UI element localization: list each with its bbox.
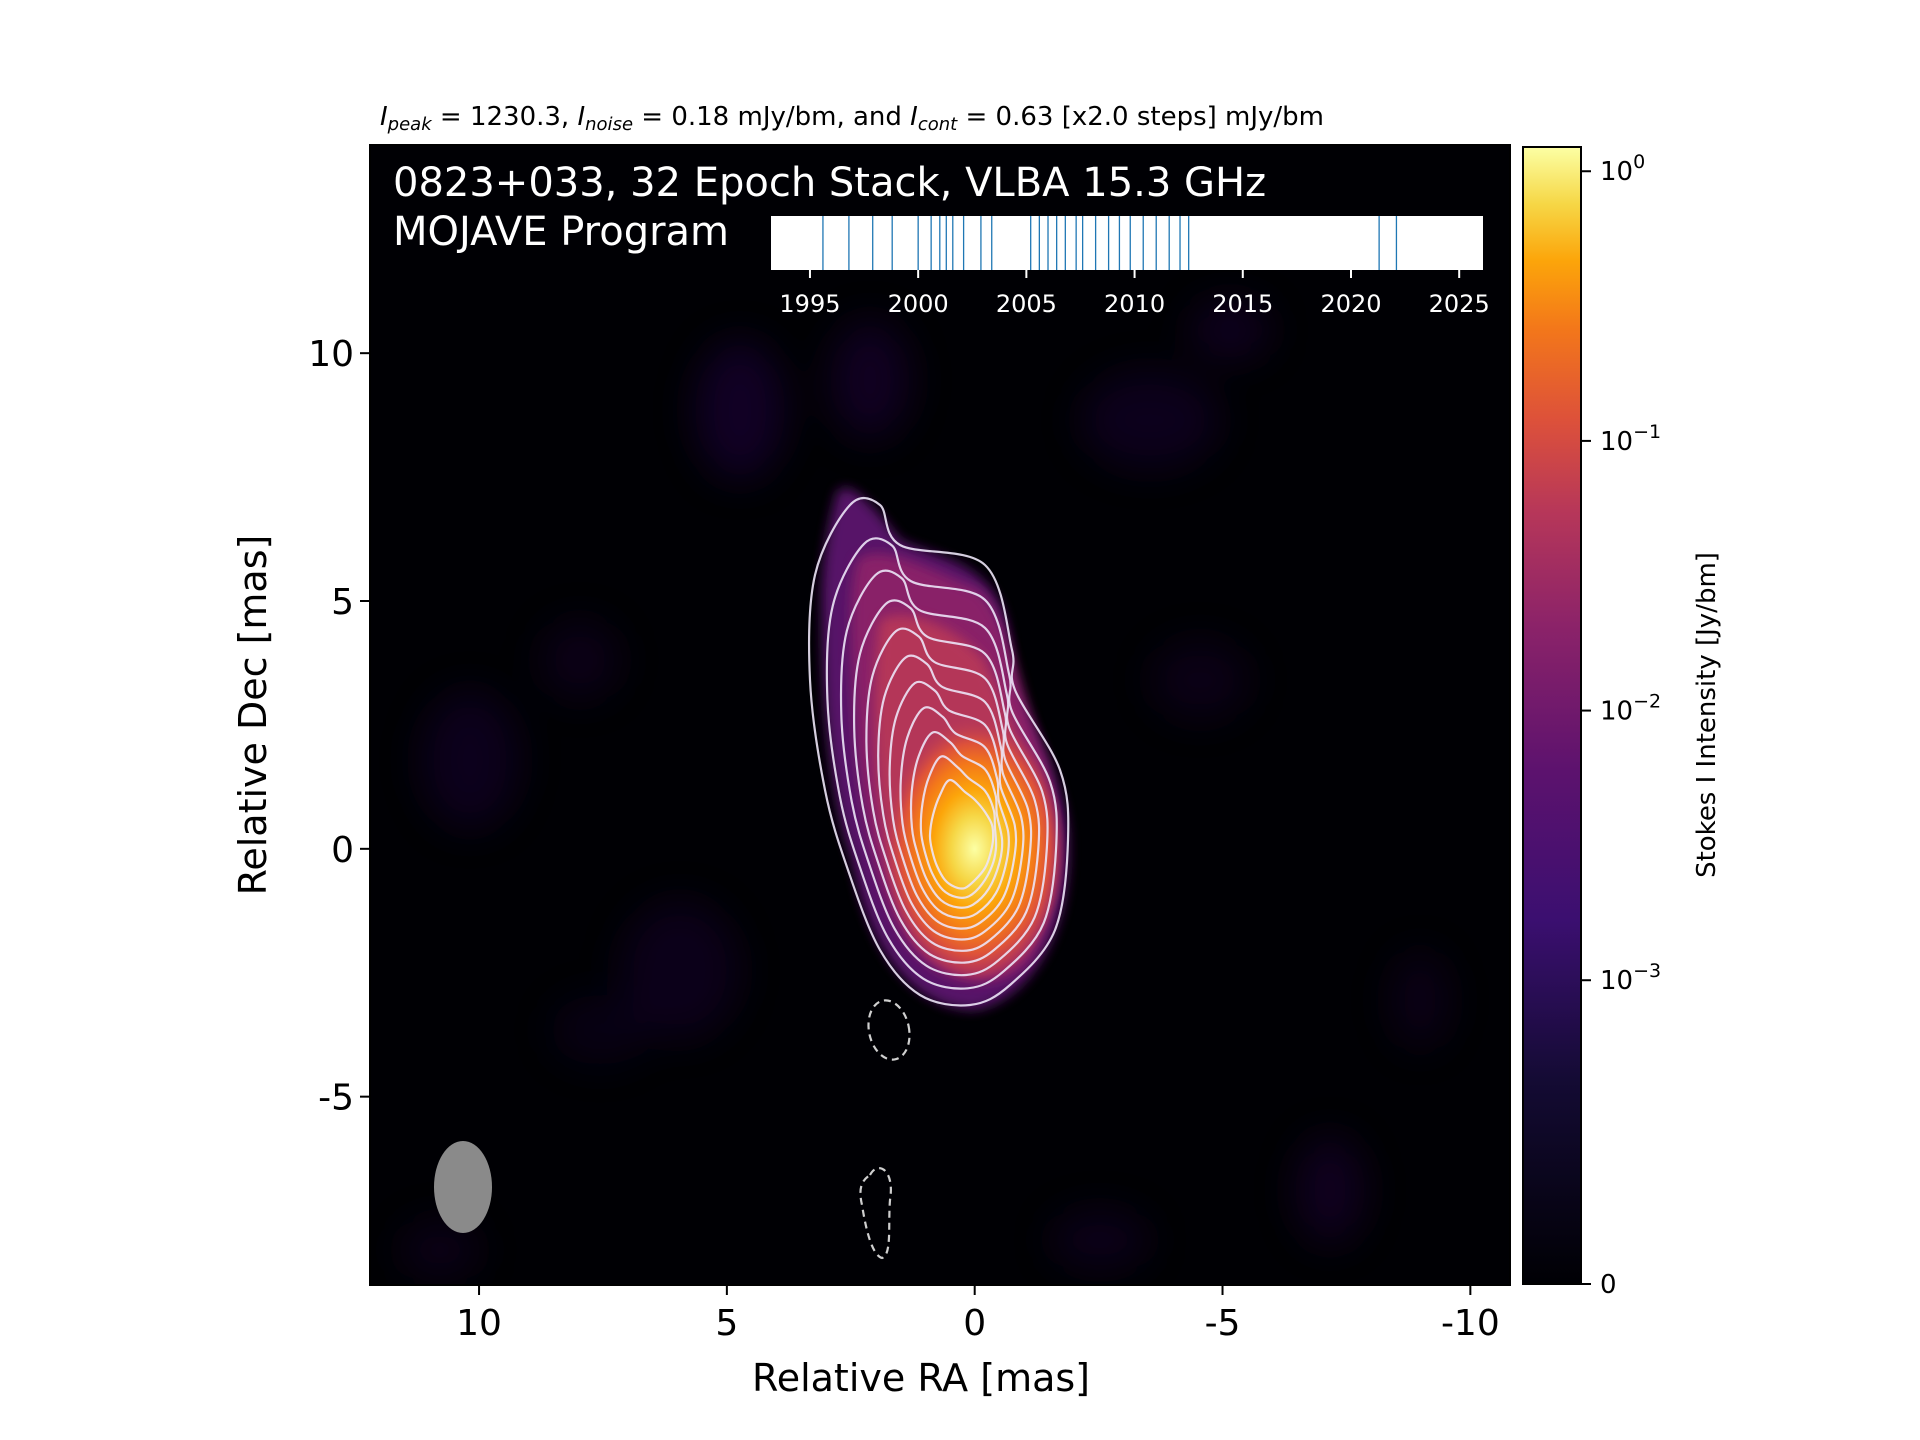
timeline-tick-label: 2025 [1429,290,1490,318]
contour-level-2 [825,537,1058,990]
timeline-tick-label: 2005 [996,290,1057,318]
x-tick-label: -5 [1205,1303,1241,1344]
contour-level-3 [839,569,1049,977]
contour-level-1 [807,496,1070,1007]
negative-contour [859,1167,892,1260]
x-tick-label: 10 [456,1303,502,1344]
negative-contours [859,999,911,1260]
contour-level-10 [919,755,998,899]
y-tick-label: 5 [331,582,354,623]
restoring-beam [434,1141,492,1233]
contour-level-9 [909,730,1004,909]
contour-level-5 [865,627,1033,952]
epoch-markers [822,216,1398,270]
colorbar: 0 10−3 10−2 10−1 100 [1522,146,1661,1300]
contour-level-6 [877,654,1025,941]
colorbar-label: Stokes I Intensity [Jy/bm] [1692,552,1722,878]
contour-level-7 [888,680,1018,930]
x-axis-ticks: 10 5 0 -5 -10 [456,1285,1500,1344]
colorbar-tick-label: 0 [1600,1270,1617,1300]
epoch-timeline: 1995 2000 2005 2010 2015 2020 2025 [771,216,1490,318]
x-tick-label: 5 [715,1303,738,1344]
contour-level-8 [899,706,1011,920]
timeline-tick-label: 2000 [888,290,949,318]
contour-lines [807,496,1070,1007]
y-tick-label: 10 [308,334,354,375]
colorbar-tick-label: 10−2 [1600,691,1661,727]
image-stats-caption: Ipeak = 1230.3, Inoise = 0.18 mJy/bm, an… [380,102,1324,135]
map-title-line1: 0823+033, 32 Epoch Stack, VLBA 15.3 GHz [393,160,1267,206]
colorbar-gradient [1523,147,1581,1284]
colorbar-tick-label: 10−1 [1600,421,1661,457]
intensity-map [370,145,1510,1285]
y-axis-ticks: 10 5 0 -5 [308,334,370,1119]
map-title-line2: MOJAVE Program [393,209,730,255]
plot-frame [369,144,1511,1286]
colorbar-tick-label: 100 [1600,151,1645,187]
colorbar-frame [1522,146,1582,1285]
timeline-tick-label: 1995 [779,290,840,318]
timeline-ticks: 1995 2000 2005 2010 2015 2020 2025 [779,270,1490,318]
y-tick-label: 0 [331,830,354,871]
colorbar-tick-label: 10−3 [1600,960,1661,996]
timeline-tick-label: 2020 [1320,290,1381,318]
contour-level-4 [852,599,1041,964]
y-tick-label: -5 [318,1078,354,1119]
x-tick-label: 0 [963,1303,986,1344]
timeline-box [771,216,1483,270]
x-tick-label: -10 [1441,1303,1500,1344]
timeline-tick-label: 2010 [1104,290,1165,318]
y-axis-label: Relative Dec [mas] [231,534,275,896]
negative-contour [867,999,911,1061]
x-axis-label: Relative RA [mas] [752,1356,1091,1400]
contour-level-11 [928,778,995,890]
colorbar-ticks: 0 10−3 10−2 10−1 100 [1581,151,1661,1300]
timeline-tick-label: 2015 [1212,290,1273,318]
